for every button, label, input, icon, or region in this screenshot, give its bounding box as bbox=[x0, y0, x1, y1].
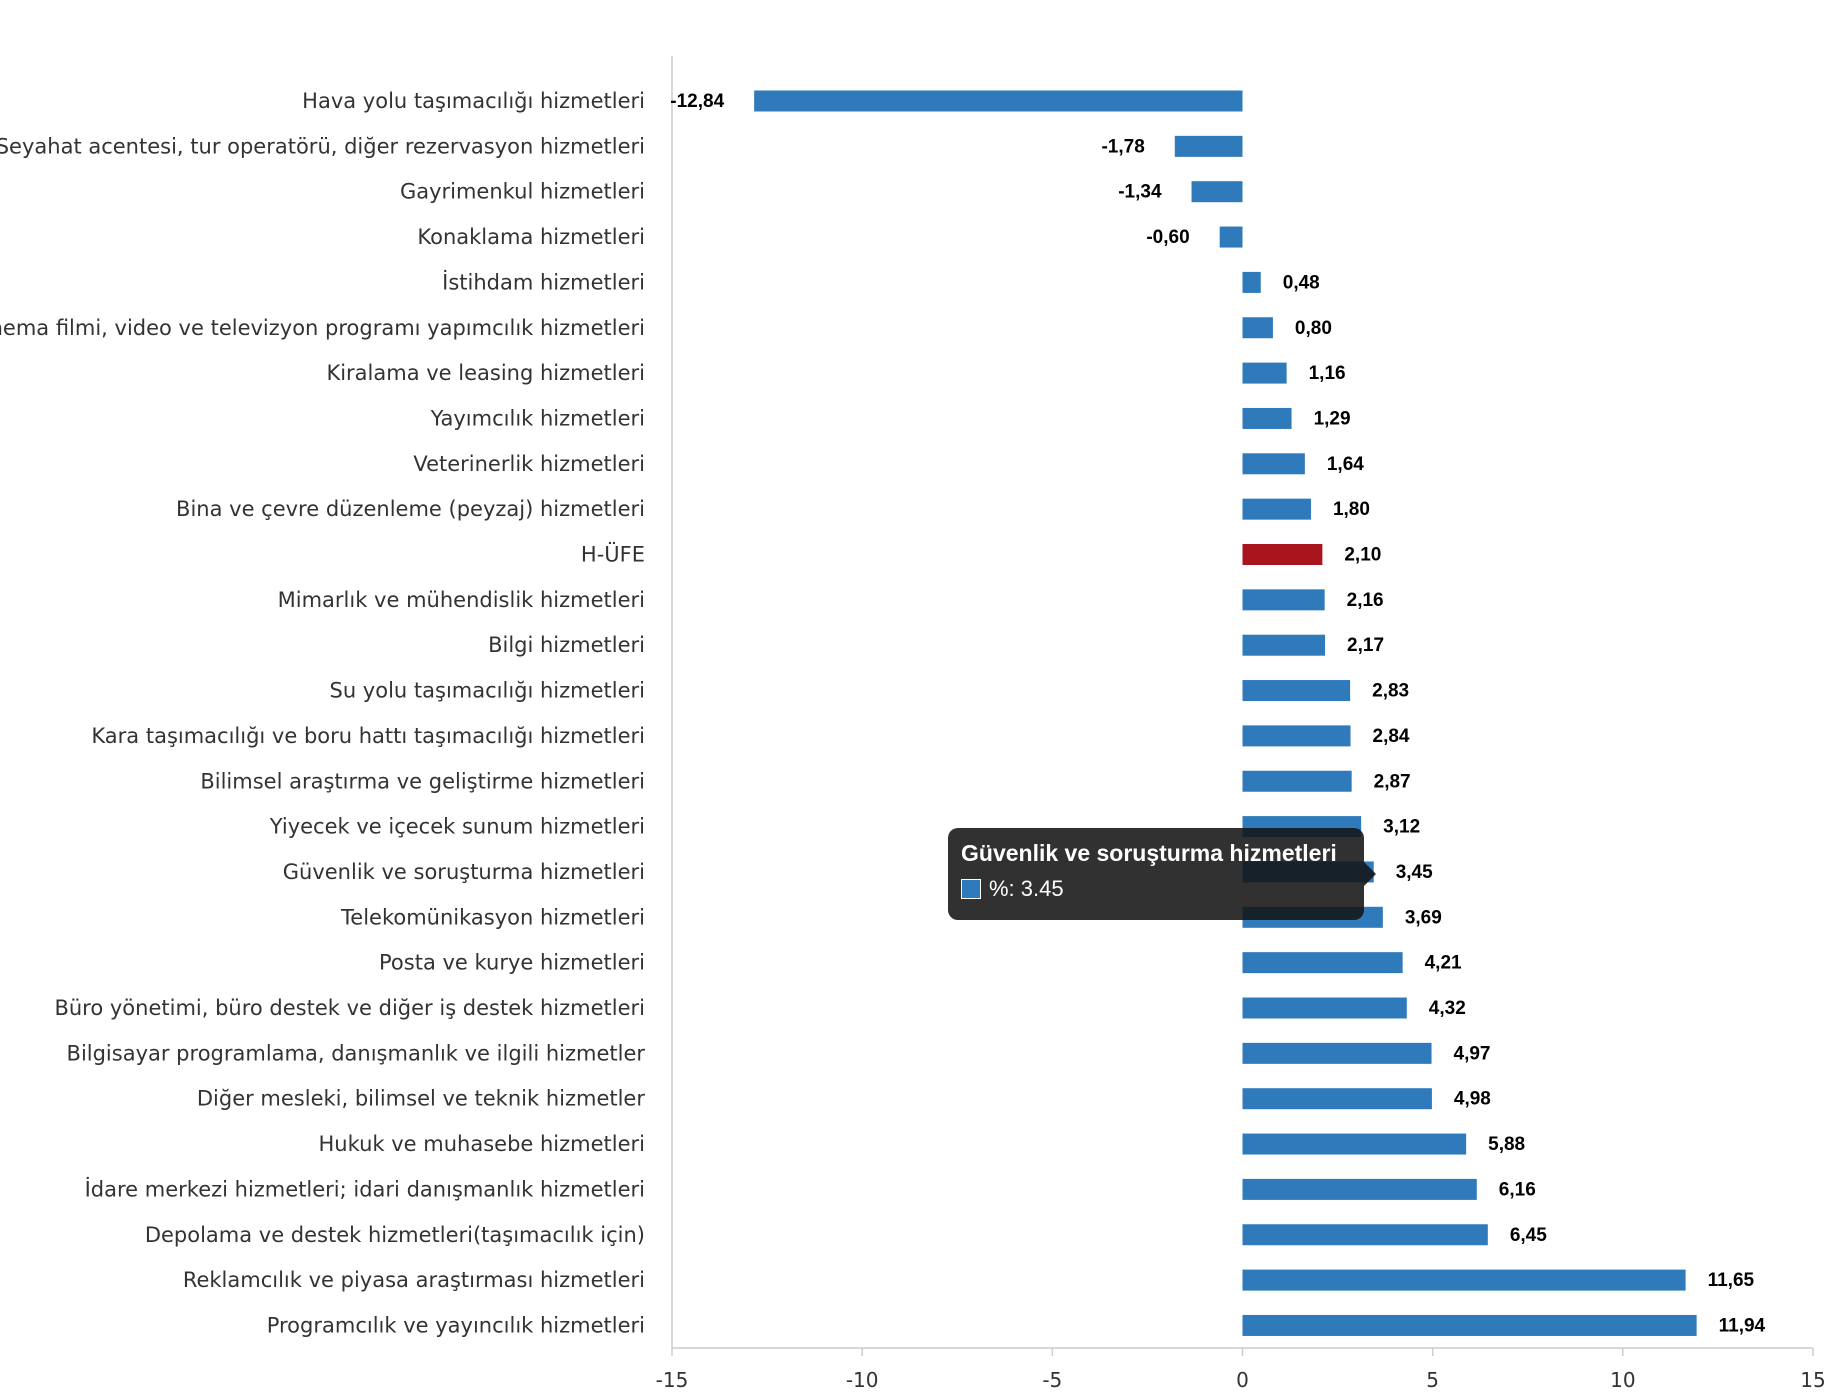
category-label: Reklamcılık ve piyasa araştırması hizmet… bbox=[183, 1268, 645, 1292]
tooltip-pointer bbox=[1364, 862, 1376, 886]
data-label: 6,45 bbox=[1510, 1225, 1547, 1246]
bar[interactable] bbox=[1242, 952, 1403, 974]
tooltip-series-value: %: 3.45 bbox=[989, 876, 1064, 901]
bar[interactable] bbox=[1242, 680, 1351, 702]
bar[interactable] bbox=[1242, 498, 1311, 520]
category-label: İdare merkezi hizmetleri; idari danışman… bbox=[85, 1176, 645, 1201]
bar[interactable] bbox=[1191, 181, 1243, 203]
category-label: Bilgi hizmetleri bbox=[488, 633, 645, 657]
bar[interactable] bbox=[1242, 1178, 1477, 1200]
data-label: 2,17 bbox=[1347, 635, 1384, 656]
category-label: Güvenlik ve soruşturma hizmetleri bbox=[283, 860, 645, 884]
bar-highlight[interactable] bbox=[1242, 544, 1323, 565]
bars bbox=[754, 90, 1697, 1336]
category-label: Veterinerlik hizmetleri bbox=[413, 452, 645, 476]
x-tick-label: -10 bbox=[846, 1368, 879, 1392]
category-label: Yayımcılık hizmetleri bbox=[430, 406, 645, 430]
category-label: Programcılık ve yayıncılık hizmetleri bbox=[267, 1313, 645, 1337]
category-label: Yiyecek ve içecek sunum hizmetleri bbox=[269, 815, 645, 839]
data-label: 1,16 bbox=[1309, 363, 1346, 384]
bar[interactable] bbox=[1242, 1088, 1432, 1110]
tooltip-series-row: %: 3.45 bbox=[961, 876, 1351, 902]
category-label: İstihdam hizmetleri bbox=[442, 269, 645, 294]
bar[interactable] bbox=[1242, 271, 1261, 293]
bar[interactable] bbox=[1242, 1133, 1467, 1155]
data-label: 11,94 bbox=[1719, 1315, 1766, 1336]
category-label: Mimarlık ve mühendislik hizmetleri bbox=[278, 588, 645, 612]
x-tick-label: -15 bbox=[656, 1368, 689, 1392]
category-label: Konaklama hizmetleri bbox=[417, 225, 645, 249]
data-label: -1,78 bbox=[1101, 136, 1144, 157]
bar[interactable] bbox=[1219, 226, 1243, 248]
data-label: 1,64 bbox=[1327, 454, 1364, 475]
data-label: 3,45 bbox=[1396, 862, 1433, 883]
category-label: Telekomünikasyon hizmetleri bbox=[340, 905, 645, 929]
bar[interactable] bbox=[1242, 997, 1407, 1019]
bar[interactable] bbox=[1242, 317, 1273, 339]
data-label: 4,32 bbox=[1429, 998, 1466, 1019]
category-label: Bilgisayar programlama, danışmanlık ve i… bbox=[67, 1041, 646, 1065]
tooltip-title: Güvenlik ve soruşturma hizmetleri bbox=[961, 840, 1337, 866]
tooltip-series-swatch bbox=[961, 879, 981, 899]
axes: -15 -10 -5 0 5 10 15 bbox=[656, 56, 1826, 1392]
data-label: 4,98 bbox=[1454, 1089, 1491, 1110]
x-tick-label: 15 bbox=[1800, 1368, 1825, 1392]
category-label: Diğer mesleki, bilimsel ve teknik hizmet… bbox=[197, 1087, 645, 1111]
x-tick-label: 10 bbox=[1610, 1368, 1635, 1392]
category-label: Bilimsel araştırma ve geliştirme hizmetl… bbox=[200, 769, 645, 793]
data-label: 0,80 bbox=[1295, 318, 1332, 339]
bar[interactable] bbox=[754, 90, 1243, 112]
category-label: Posta ve kurye hizmetleri bbox=[379, 951, 645, 975]
category-label: Hava yolu taşımacılığı hizmetleri bbox=[302, 89, 645, 113]
category-label: Su yolu taşımacılığı hizmetleri bbox=[329, 679, 645, 703]
data-label: 2,10 bbox=[1344, 545, 1381, 566]
category-label: Bina ve çevre düzenleme (peyzaj) hizmetl… bbox=[176, 497, 645, 521]
data-label: 4,21 bbox=[1425, 953, 1462, 974]
category-label: Sinema filmi, video ve televizyon progra… bbox=[0, 316, 645, 340]
bar[interactable] bbox=[1242, 1269, 1686, 1291]
category-label: Gayrimenkul hizmetleri bbox=[400, 180, 645, 204]
data-label: 6,16 bbox=[1499, 1179, 1536, 1200]
data-label: 1,80 bbox=[1333, 499, 1370, 520]
x-tick-label: 0 bbox=[1236, 1368, 1249, 1392]
bar[interactable] bbox=[1242, 453, 1305, 475]
category-label: Hukuk ve muhasebe hizmetleri bbox=[318, 1132, 645, 1156]
data-label: 2,16 bbox=[1347, 590, 1384, 611]
category-label: Depolama ve destek hizmetleri(taşımacılı… bbox=[145, 1223, 645, 1247]
x-tick-label: -5 bbox=[1042, 1368, 1062, 1392]
x-tick-label: 5 bbox=[1426, 1368, 1439, 1392]
category-label: H-ÜFE bbox=[581, 542, 645, 567]
category-label: Kara taşımacılığı ve boru hattı taşımacı… bbox=[91, 724, 645, 748]
data-label: 1,29 bbox=[1314, 408, 1351, 429]
data-label: 2,87 bbox=[1374, 771, 1411, 792]
labels: Hava yolu taşımacılığı hizmetleri -12,84 S… bbox=[0, 89, 1766, 1337]
bar[interactable] bbox=[1174, 135, 1243, 157]
data-label: 4,97 bbox=[1454, 1043, 1491, 1064]
bar[interactable] bbox=[1242, 634, 1326, 656]
category-label: Seyahat acentesi, tur operatörü, diğer r… bbox=[0, 134, 645, 158]
data-label: 5,88 bbox=[1488, 1134, 1525, 1155]
data-label: 2,83 bbox=[1372, 681, 1409, 702]
bar[interactable] bbox=[1242, 1314, 1697, 1336]
data-label: 0,48 bbox=[1283, 272, 1320, 293]
bar[interactable] bbox=[1242, 407, 1292, 429]
bar[interactable] bbox=[1242, 362, 1287, 384]
data-label: 3,12 bbox=[1383, 817, 1420, 838]
bar[interactable] bbox=[1242, 1224, 1488, 1246]
data-label: 2,84 bbox=[1373, 726, 1410, 747]
category-label: Kiralama ve leasing hizmetleri bbox=[326, 361, 645, 385]
data-label: 11,65 bbox=[1708, 1270, 1755, 1291]
data-label: 3,69 bbox=[1405, 907, 1442, 928]
chart-tooltip: Güvenlik ve soruşturma hizmetleri %: 3.4… bbox=[948, 828, 1376, 920]
bar[interactable] bbox=[1242, 725, 1351, 747]
bar[interactable] bbox=[1242, 589, 1325, 611]
data-label: -12,84 bbox=[670, 91, 724, 112]
category-label: Büro yönetimi, büro destek ve diğer iş d… bbox=[54, 996, 645, 1020]
data-label: -1,34 bbox=[1118, 182, 1162, 203]
bar[interactable] bbox=[1242, 770, 1352, 792]
data-label: -0,60 bbox=[1146, 227, 1189, 248]
bar[interactable] bbox=[1242, 1042, 1432, 1064]
